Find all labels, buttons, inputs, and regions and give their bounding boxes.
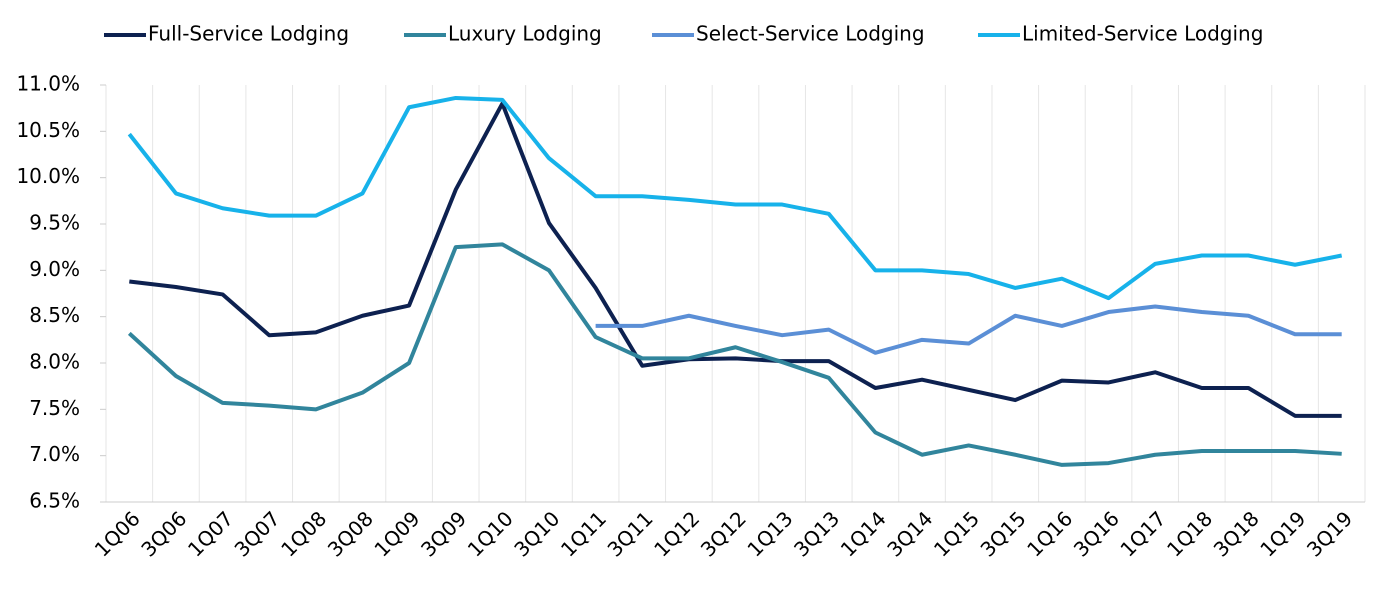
x-tick-label: 3Q07 xyxy=(230,506,285,561)
x-tick-label: 3Q11 xyxy=(603,506,658,561)
x-tick-label: 3Q16 xyxy=(1069,506,1124,561)
x-tick-label: 1Q08 xyxy=(276,506,331,561)
x-tick-label: 1Q14 xyxy=(836,506,891,561)
x-tick-label: 3Q15 xyxy=(976,506,1031,561)
legend-label: Full-Service Lodging xyxy=(148,22,349,46)
x-tick-label: 3Q10 xyxy=(509,506,564,561)
y-tick-label: 11.0% xyxy=(16,72,80,96)
x-tick-label: 3Q08 xyxy=(323,506,378,561)
x-tick-label: 1Q17 xyxy=(1115,506,1170,561)
x-tick-label: 1Q19 xyxy=(1255,506,1310,561)
x-tick-label: 3Q13 xyxy=(789,506,844,561)
x-tick-label: 1Q07 xyxy=(183,506,238,561)
series-line xyxy=(127,95,1343,301)
x-tick-label: 3Q12 xyxy=(696,506,751,561)
x-tick-label: 1Q09 xyxy=(369,506,424,561)
y-tick-label: 9.5% xyxy=(29,211,80,235)
x-tick-label: 1Q12 xyxy=(649,506,704,561)
y-tick-label: 7.5% xyxy=(29,396,80,420)
series-line xyxy=(129,101,1342,418)
x-tick-label: 3Q09 xyxy=(416,506,471,561)
y-tick-label: 10.5% xyxy=(16,118,80,142)
x-tick-label: 3Q19 xyxy=(1302,506,1357,561)
legend-label: Luxury Lodging xyxy=(448,22,602,46)
y-tick-label: 9.0% xyxy=(29,257,80,281)
y-tick-label: 8.5% xyxy=(29,303,80,327)
legend-label: Limited-Service Lodging xyxy=(1022,22,1263,46)
x-tick-label: 1Q10 xyxy=(463,506,518,561)
x-tick-label: 3Q06 xyxy=(136,506,191,561)
x-tick-label: 1Q18 xyxy=(1162,506,1217,561)
x-tick-label: 1Q16 xyxy=(1022,506,1077,561)
legend-label: Select-Service Lodging xyxy=(696,22,925,46)
y-tick-label: 6.5% xyxy=(29,489,80,513)
x-tick-label: 3Q14 xyxy=(882,506,937,561)
y-tick-label: 10.0% xyxy=(16,164,80,188)
x-tick-label: 3Q18 xyxy=(1209,506,1264,561)
x-tick-label: 1Q13 xyxy=(742,506,797,561)
series-line xyxy=(127,242,1342,467)
x-tick-label: 1Q06 xyxy=(90,506,145,561)
y-tick-label: 7.0% xyxy=(29,442,80,466)
y-tick-label: 8.0% xyxy=(29,350,80,374)
x-tick-label: 1Q11 xyxy=(556,506,611,561)
x-tick-label: 1Q15 xyxy=(929,506,984,561)
series-line xyxy=(595,304,1342,355)
